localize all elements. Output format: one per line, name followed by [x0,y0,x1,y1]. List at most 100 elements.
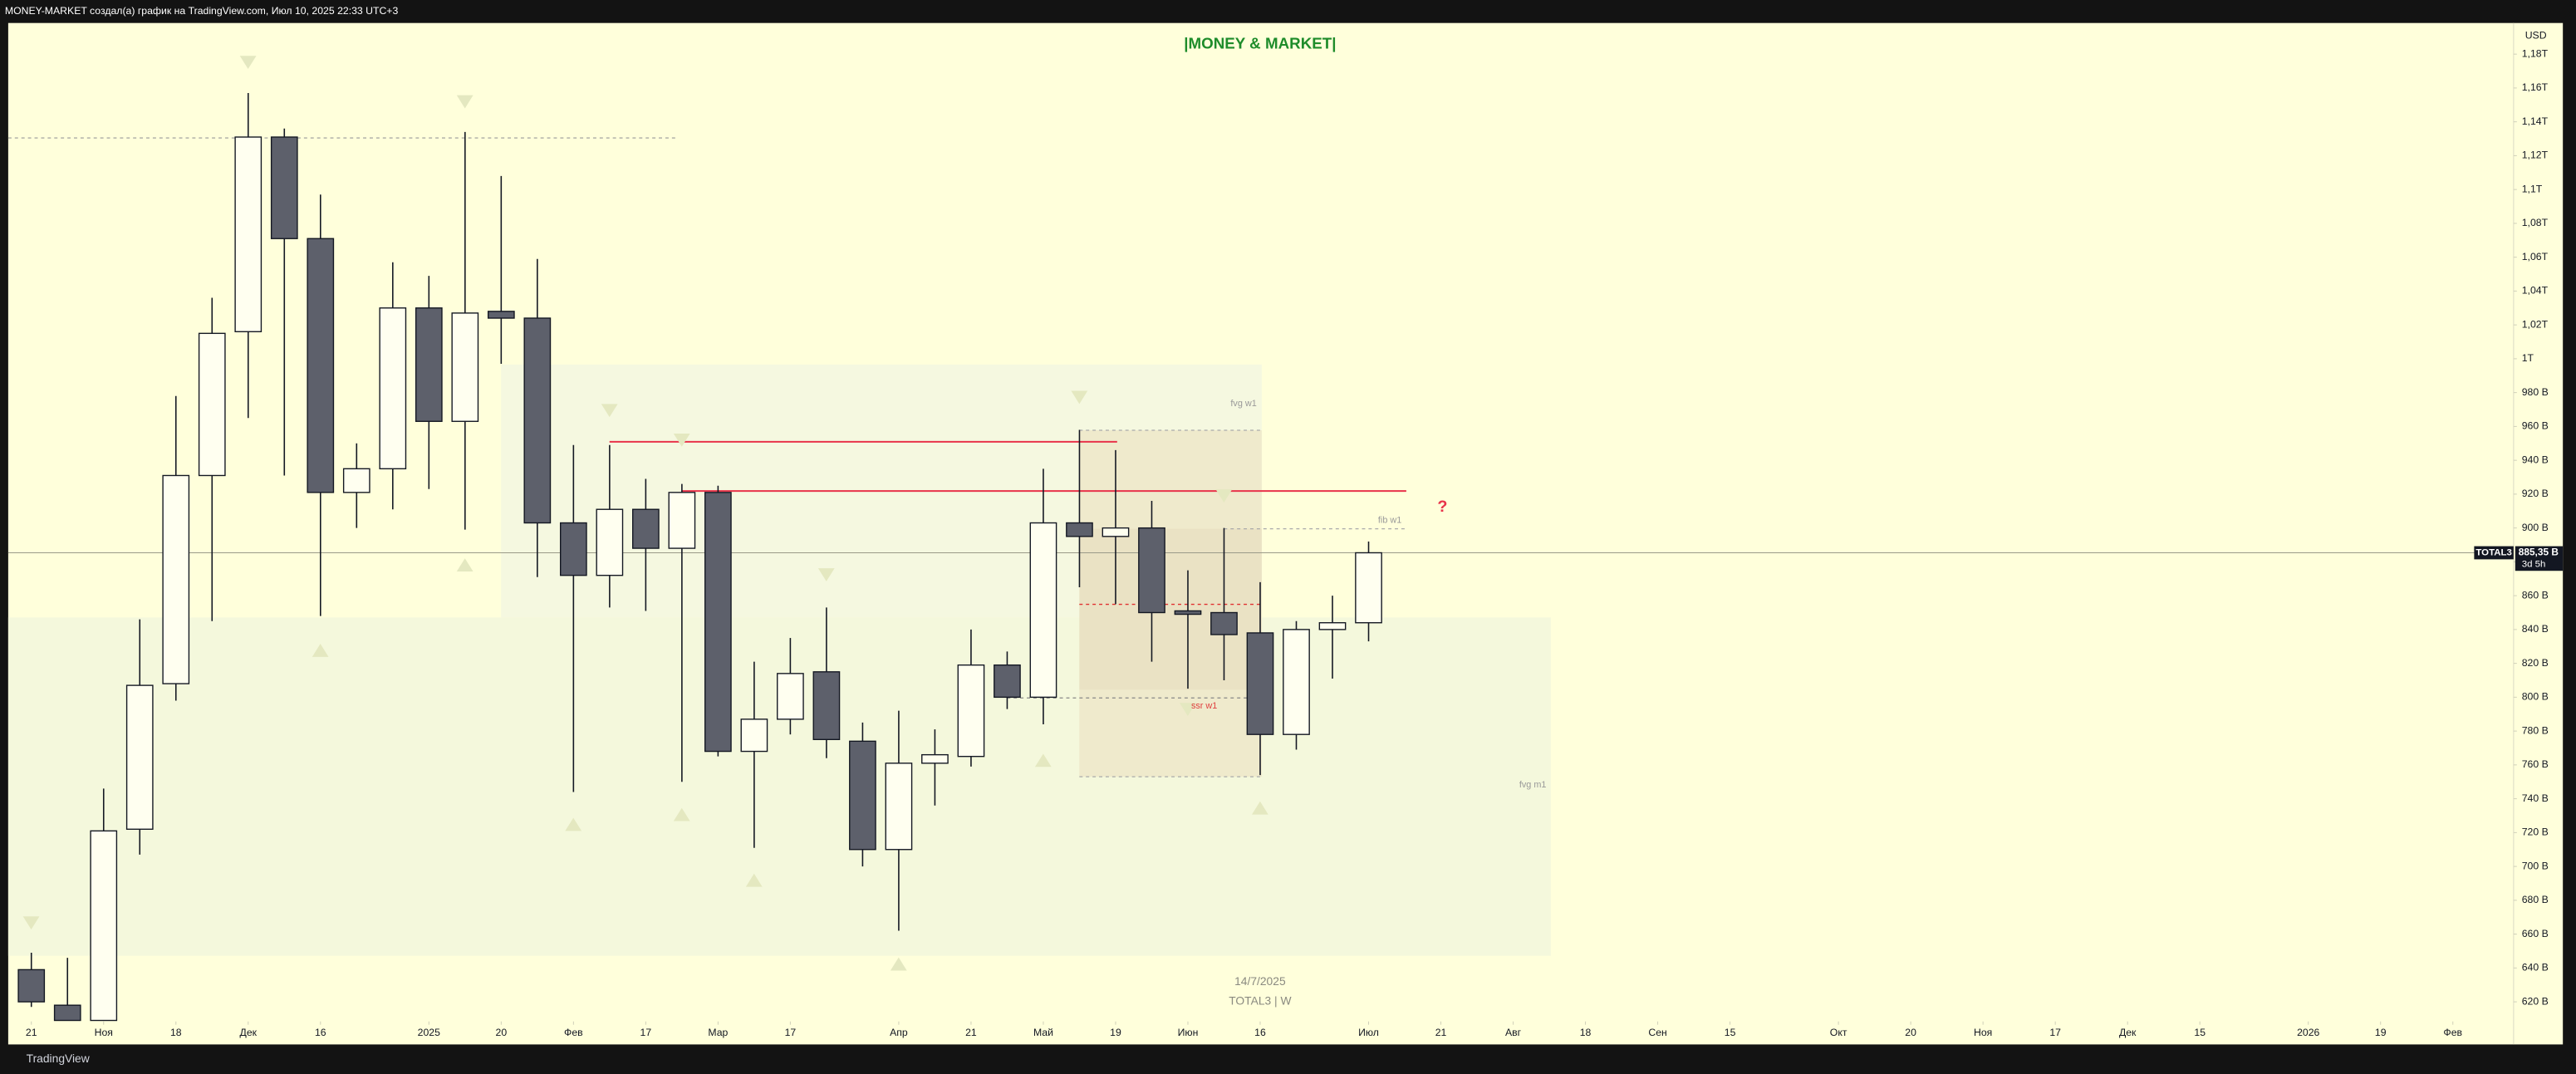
x-tick-label: 19 [2375,1027,2387,1038]
x-tick-label: Май [1033,1027,1053,1038]
y-tick-label: 1,06T [2522,251,2549,262]
x-tick-label: Июл [1358,1027,1379,1038]
x-tick-label: 18 [1580,1027,1592,1038]
marker-triangle [601,404,618,418]
x-tick-label: 16 [315,1027,326,1038]
candle-body [632,508,660,549]
marker-triangle [673,433,690,447]
countdown-label: 3d 5h [2522,559,2546,569]
y-tick-label: 1,18T [2522,47,2549,59]
candle-body [415,307,443,422]
annotation: ? [1437,498,1447,516]
x-tick-label: Мар [708,1027,728,1038]
y-tick-label: 800 B [2522,691,2549,703]
x-tick-label: 17 [640,1027,652,1038]
x-tick-label: Сен [1648,1027,1666,1038]
marker-triangle [1034,753,1052,767]
candle-body [379,307,407,470]
y-tick-label: 840 B [2522,623,2549,635]
x-tick-label: 16 [1254,1027,1266,1038]
x-tick-label: 18 [170,1027,182,1038]
marker-triangle [456,558,473,572]
candle-body [777,673,804,720]
y-tick-label: 760 B [2522,758,2549,770]
y-tick-label: 920 B [2522,488,2549,499]
y-tick-label: 620 B [2522,995,2549,1007]
candle-body [957,664,985,758]
candle-body [740,718,768,753]
x-tick-label: Ноя [1974,1027,1992,1038]
candle-body [487,311,515,319]
candle-body [234,136,263,332]
price-tag [2515,546,2564,571]
y-tick-label: 900 B [2522,522,2549,533]
annotation: fib w1 [1378,516,1401,526]
price-tag-label: 885,35 B [2519,547,2559,558]
annotation: fvg w1 [1230,399,1256,409]
marker-triangle [745,873,763,887]
x-tick-label: 17 [2049,1027,2061,1038]
x-tick-label: Дек [2119,1027,2137,1038]
x-tick-label: 20 [496,1027,508,1038]
x-tick-label: 17 [785,1027,797,1038]
y-tick-label: 640 B [2522,962,2549,973]
candle-body [90,830,118,1022]
candle-body [1246,632,1274,735]
marker-triangle [1071,390,1088,405]
y-tick-label: 660 B [2522,928,2549,939]
candle-body [885,763,913,851]
candle-body [1283,629,1310,735]
symbol-tag-label: TOTAL3 [2475,548,2511,558]
x-tick-label: 2026 [2297,1027,2319,1038]
candle-body [1138,527,1165,614]
candle-body [53,1004,81,1022]
x-tick-label: 2025 [418,1027,440,1038]
y-tick-label: 680 B [2522,894,2549,905]
candle-body [994,664,1021,699]
symbol-tag [2474,546,2514,560]
marker-triangle [817,568,835,581]
y-tick-label: 1,14T [2522,115,2549,127]
x-tick-label: Дек [240,1027,258,1038]
x-tick-label: Фев [564,1027,583,1038]
candle-body [1029,522,1057,699]
candle-body [596,508,624,576]
marker-triangle [1215,489,1233,503]
y-tick-label: 780 B [2522,724,2549,736]
x-tick-label: 21 [965,1027,977,1038]
candle-body [849,740,876,851]
marker-triangle [565,817,582,831]
y-tick-label: 1,1T [2522,183,2543,194]
candle-body [1318,622,1347,630]
marker-triangle [456,95,473,109]
candle-body [198,332,226,477]
y-tick-label: 700 B [2522,860,2549,871]
candle-body [559,522,587,576]
y-tick-label: 1,02T [2522,318,2549,330]
candle-body [523,317,552,524]
y-tick-label: 1,08T [2522,217,2549,228]
zone-fib [1079,528,1262,690]
markers [22,56,1268,971]
x-tick-label: Июн [1178,1027,1199,1038]
candle-body [125,684,154,830]
candle-body [162,474,190,684]
x-tick-label: 15 [1725,1027,1736,1038]
marker-triangle [890,957,907,971]
candle-body [1355,552,1382,624]
candle-body [1210,611,1238,635]
x-tick-label: 21 [1435,1027,1447,1038]
watermark: TOTAL3 | W [1229,994,1291,1008]
annotation: ssr w1 [1191,701,1217,711]
marker-triangle [239,56,257,70]
y-tick-label: 1,04T [2522,285,2549,297]
x-tick-label: Ноя [95,1027,113,1038]
candle-body [270,136,298,239]
candle-body [812,671,841,740]
x-tick-label: 21 [26,1027,37,1038]
candle-body [921,753,949,764]
y-tick-label: 980 B [2522,386,2549,398]
watermark: 14/7/2025 [1234,974,1286,988]
candle-body [1174,610,1202,615]
candle-body [307,238,335,493]
